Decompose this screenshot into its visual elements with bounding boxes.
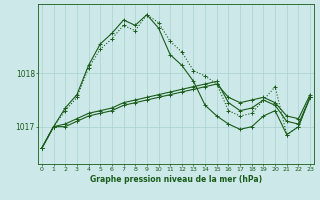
X-axis label: Graphe pression niveau de la mer (hPa): Graphe pression niveau de la mer (hPa): [90, 175, 262, 184]
